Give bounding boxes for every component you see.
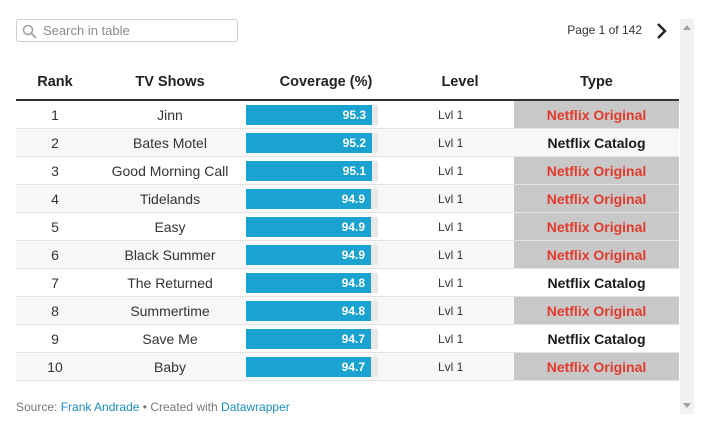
table-body: 1 Jinn 95.3 Lvl 1 Netflix Original 2 Bates Mot… xyxy=(16,100,679,381)
rank-cell: 6 xyxy=(16,240,94,269)
coverage-cell: 94.7 xyxy=(246,324,406,353)
type-cell: Netflix Original xyxy=(514,212,679,241)
coverage-cell: 94.9 xyxy=(246,212,406,241)
vertical-scrollbar[interactable] xyxy=(680,19,694,414)
search-box[interactable] xyxy=(16,19,238,42)
coverage-bar: 94.8 xyxy=(246,301,371,321)
column-header-type[interactable]: Type xyxy=(514,64,679,101)
rank-cell: 9 xyxy=(16,324,94,353)
table-row: 10 Baby 94.7 Lvl 1 Netflix Original xyxy=(16,352,679,381)
rank-cell: 4 xyxy=(16,184,94,213)
type-cell: Netflix Original xyxy=(514,156,679,185)
table-row: 4 Tidelands 94.9 Lvl 1 Netflix Original xyxy=(16,184,679,213)
table-row: 7 The Returned 94.8 Lvl 1 Netflix Catalog xyxy=(16,268,679,297)
table-row: 3 Good Morning Call 95.1 Lvl 1 Netflix Origi… xyxy=(16,156,679,185)
show-name-cell: Good Morning Call xyxy=(94,156,246,185)
table-row: 6 Black Summer 94.9 Lvl 1 Netflix Original xyxy=(16,240,679,269)
rank-cell: 1 xyxy=(16,100,94,129)
level-cell: Lvl 1 xyxy=(406,212,514,241)
rank-cell: 2 xyxy=(16,128,94,157)
show-name-cell: Save Me xyxy=(94,324,246,353)
show-name-cell: The Returned xyxy=(94,268,246,297)
level-cell: Lvl 1 xyxy=(406,156,514,185)
created-with-label: Created with xyxy=(150,400,218,414)
coverage-cell: 95.3 xyxy=(246,100,406,129)
level-cell: Lvl 1 xyxy=(406,128,514,157)
type-cell: Netflix Original xyxy=(514,352,679,381)
pagination-label: Page 1 of 142 xyxy=(567,23,642,37)
coverage-bar: 95.1 xyxy=(246,161,372,181)
column-header-tv-shows[interactable]: TV Shows xyxy=(94,64,246,101)
table-row: 5 Easy 94.9 Lvl 1 Netflix Original xyxy=(16,212,679,241)
coverage-bar: 95.3 xyxy=(246,105,372,125)
type-cell: Netflix Original xyxy=(514,100,679,129)
scroll-down-arrow-icon[interactable] xyxy=(683,403,691,408)
chart-footer: Source: Frank Andrade • Created with Dat… xyxy=(16,400,290,414)
type-cell: Netflix Original xyxy=(514,184,679,213)
level-cell: Lvl 1 xyxy=(406,296,514,325)
level-cell: Lvl 1 xyxy=(406,240,514,269)
column-header-coverage[interactable]: Coverage (%) xyxy=(246,64,406,101)
show-name-cell: Jinn xyxy=(94,100,246,129)
show-name-cell: Summertime xyxy=(94,296,246,325)
coverage-bar: 94.9 xyxy=(246,245,371,265)
show-name-cell: Easy xyxy=(94,212,246,241)
table-row: 9 Save Me 94.7 Lvl 1 Netflix Catalog xyxy=(16,324,679,353)
rank-cell: 5 xyxy=(16,212,94,241)
coverage-bar: 94.9 xyxy=(246,189,371,209)
level-cell: Lvl 1 xyxy=(406,352,514,381)
level-cell: Lvl 1 xyxy=(406,324,514,353)
show-name-cell: Bates Motel xyxy=(94,128,246,157)
coverage-bar: 94.7 xyxy=(246,357,371,377)
rank-cell: 3 xyxy=(16,156,94,185)
coverage-cell: 95.2 xyxy=(246,128,406,157)
coverage-bar: 95.2 xyxy=(246,133,372,153)
table-row: 2 Bates Motel 95.2 Lvl 1 Netflix Catalog xyxy=(16,128,679,157)
type-cell: Netflix Original xyxy=(514,240,679,269)
column-header-rank[interactable]: Rank xyxy=(16,64,94,101)
coverage-cell: 94.9 xyxy=(246,184,406,213)
source-link[interactable]: Frank Andrade xyxy=(60,400,140,414)
datawrapper-link[interactable]: Datawrapper xyxy=(221,400,290,414)
coverage-cell: 95.1 xyxy=(246,156,406,185)
level-cell: Lvl 1 xyxy=(406,184,514,213)
chevron-right-icon xyxy=(657,23,667,39)
show-name-cell: Baby xyxy=(94,352,246,381)
rank-cell: 8 xyxy=(16,296,94,325)
table-row: 1 Jinn 95.3 Lvl 1 Netflix Original xyxy=(16,100,679,129)
coverage-cell: 94.8 xyxy=(246,268,406,297)
type-cell: Netflix Catalog xyxy=(514,324,679,353)
rank-cell: 10 xyxy=(16,352,94,381)
scroll-up-arrow-icon[interactable] xyxy=(683,25,691,30)
table-row: 8 Summertime 94.8 Lvl 1 Netflix Original xyxy=(16,296,679,325)
coverage-bar: 94.7 xyxy=(246,329,371,349)
footer-separator: • xyxy=(142,400,147,414)
level-cell: Lvl 1 xyxy=(406,100,514,129)
table-header-row: Rank TV Shows Coverage (%) Level Type xyxy=(16,64,679,101)
coverage-bar: 94.8 xyxy=(246,273,371,293)
search-icon xyxy=(22,24,37,39)
type-cell: Netflix Catalog xyxy=(514,128,679,157)
column-header-level[interactable]: Level xyxy=(406,64,514,101)
type-cell: Netflix Original xyxy=(514,296,679,325)
source-label: Source: xyxy=(16,400,58,414)
coverage-bar: 94.9 xyxy=(246,217,371,237)
rank-cell: 7 xyxy=(16,268,94,297)
coverage-cell: 94.9 xyxy=(246,240,406,269)
show-name-cell: Tidelands xyxy=(94,184,246,213)
search-input[interactable] xyxy=(43,21,233,40)
show-name-cell: Black Summer xyxy=(94,240,246,269)
next-page-button[interactable] xyxy=(654,21,670,41)
datawrapper-table-widget: Page 1 of 142 Rank TV Shows Coverage (%)… xyxy=(16,19,679,414)
coverage-cell: 94.8 xyxy=(246,296,406,325)
type-cell: Netflix Catalog xyxy=(514,268,679,297)
coverage-cell: 94.7 xyxy=(246,352,406,381)
level-cell: Lvl 1 xyxy=(406,268,514,297)
